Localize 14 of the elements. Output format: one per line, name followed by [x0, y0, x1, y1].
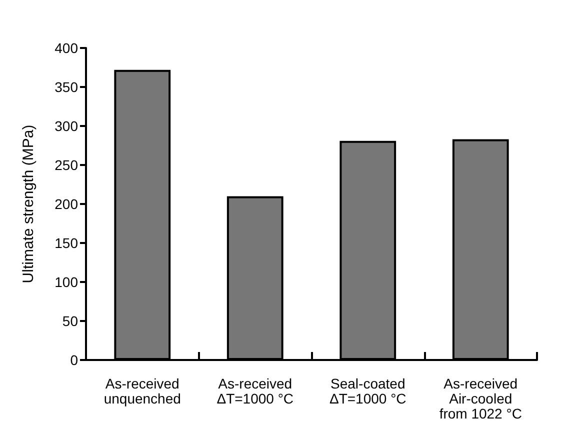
- y-axis-title: Ultimate strength (MPa): [20, 124, 37, 284]
- x-tick-label: Seal-coated ΔT=1000 °C: [329, 376, 406, 406]
- y-tick-label: 200: [54, 196, 78, 212]
- y-tick-label: 250: [54, 157, 78, 173]
- y-tick-label: 50: [62, 313, 78, 329]
- x-tick-label: As-received Air-cooled from 1022 °C: [439, 376, 522, 422]
- x-tick-label: As-received ΔT=1000 °C: [216, 376, 294, 406]
- y-tick-label: 100: [54, 274, 78, 290]
- y-tick-label: 150: [54, 235, 78, 251]
- y-tick-label: 400: [54, 40, 78, 56]
- y-tick-label: 0: [70, 352, 78, 368]
- y-tick-label: 350: [54, 79, 78, 95]
- y-tick-label: 300: [54, 118, 78, 134]
- x-tick-label: As-received unquenched: [104, 376, 181, 406]
